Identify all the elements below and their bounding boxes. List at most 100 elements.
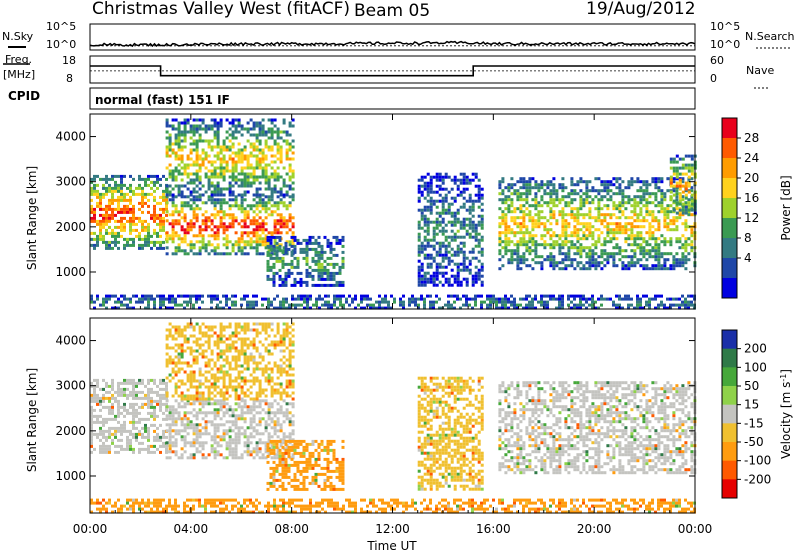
heatmap-cell (288, 423, 292, 427)
heatmap-cell (219, 438, 223, 442)
heatmap-cell (183, 438, 187, 442)
heatmap-cell (636, 294, 639, 298)
heatmap-cell (522, 216, 526, 220)
heatmap-cell (564, 252, 568, 256)
heatmap-cell (261, 408, 265, 412)
heatmap-cell (435, 232, 439, 236)
heatmap-cell (516, 207, 520, 211)
heatmap-cell (90, 441, 93, 445)
heatmap-cell (243, 210, 247, 214)
heatmap-cell (168, 139, 172, 143)
heatmap-cell (93, 231, 96, 235)
heatmap-cell (141, 177, 144, 181)
heatmap-cell (276, 207, 280, 211)
heatmap-cell (174, 423, 178, 427)
heatmap-cell (156, 201, 159, 205)
heatmap-cell (654, 219, 658, 223)
heatmap-cell (192, 225, 196, 229)
heatmap-cell (690, 186, 694, 190)
heatmap-cell (138, 207, 141, 211)
heatmap-cell (534, 240, 538, 244)
heatmap-cell (429, 303, 432, 307)
heatmap-cell (234, 219, 238, 223)
heatmap-cell (645, 198, 649, 202)
heatmap-cell (293, 244, 297, 248)
heatmap-cell (552, 297, 555, 301)
heatmap-cell (177, 133, 181, 137)
heatmap-cell (162, 216, 165, 220)
heatmap-cell (297, 297, 300, 301)
heatmap-cell (186, 181, 190, 185)
heatmap-cell (141, 396, 144, 400)
heatmap-cell (561, 195, 565, 199)
heatmap-cell (369, 306, 372, 310)
heatmap-cell (195, 426, 199, 430)
heatmap-cell (177, 139, 181, 143)
heatmap-cell (198, 133, 202, 137)
heatmap-cell (329, 250, 333, 254)
heatmap-cell (534, 219, 538, 223)
heatmap-cell (252, 405, 256, 409)
heatmap-cell (102, 387, 105, 391)
heatmap-cell (186, 402, 190, 406)
heatmap-cell (225, 303, 228, 307)
heatmap-cell (477, 199, 481, 203)
heatmap-cell (603, 243, 607, 247)
heatmap-cell (246, 453, 250, 457)
heatmap-cell (495, 300, 498, 304)
heatmap-cell (477, 193, 481, 197)
heatmap-cell (528, 294, 531, 298)
heatmap-cell (687, 303, 690, 307)
heatmap-cell (294, 303, 297, 307)
heatmap-cell (117, 300, 120, 304)
heatmap-cell (462, 172, 466, 176)
heatmap-cell (480, 226, 484, 230)
heatmap-cell (585, 189, 589, 193)
heatmap-cell (132, 402, 135, 406)
heatmap-cell (180, 216, 184, 220)
heatmap-cell (237, 456, 241, 460)
heatmap-cell (690, 172, 694, 176)
heatmap-cell (287, 262, 291, 266)
heatmap-cell (126, 306, 129, 310)
heatmap-cell (102, 300, 105, 304)
heatmap-cell (108, 396, 111, 400)
heatmap-cell (339, 297, 342, 301)
heatmap-cell (426, 238, 430, 242)
heatmap-cell (429, 280, 433, 284)
heatmap-cell (290, 235, 294, 239)
heatmap-cell (288, 420, 292, 424)
heatmap-cell (192, 139, 196, 143)
heatmap-cell (282, 441, 286, 445)
heatmap-cell (282, 222, 286, 226)
heatmap-cell (132, 216, 135, 220)
heatmap-cell (687, 306, 690, 310)
heatmap-cell (278, 247, 282, 251)
heatmap-cell (225, 444, 229, 448)
heatmap-cell (222, 438, 226, 442)
heatmap-cell (261, 207, 265, 211)
heatmap-cell (642, 180, 646, 184)
heatmap-cell (210, 193, 214, 197)
heatmap-cell (576, 240, 580, 244)
heatmap-cell (639, 303, 642, 307)
heatmap-cell (474, 265, 478, 269)
heatmap-cell (285, 402, 289, 406)
heatmap-cell (588, 297, 591, 301)
heatmap-cell (299, 277, 303, 281)
heatmap-cell (459, 280, 463, 284)
heatmap-cell (429, 253, 433, 257)
heatmap-cell (317, 253, 321, 257)
heatmap-cell (177, 394, 181, 398)
heatmap-cell (591, 297, 594, 301)
heatmap-cell (501, 216, 505, 220)
heatmap-cell (621, 267, 625, 271)
heatmap-cell (186, 172, 190, 176)
heatmap-cell (417, 190, 421, 194)
heatmap-cell (222, 160, 226, 164)
heatmap-cell (264, 216, 268, 220)
heatmap-cell (648, 213, 652, 217)
heatmap-cell (462, 277, 466, 281)
heatmap-cell (621, 255, 625, 259)
heatmap-cell (417, 259, 421, 263)
